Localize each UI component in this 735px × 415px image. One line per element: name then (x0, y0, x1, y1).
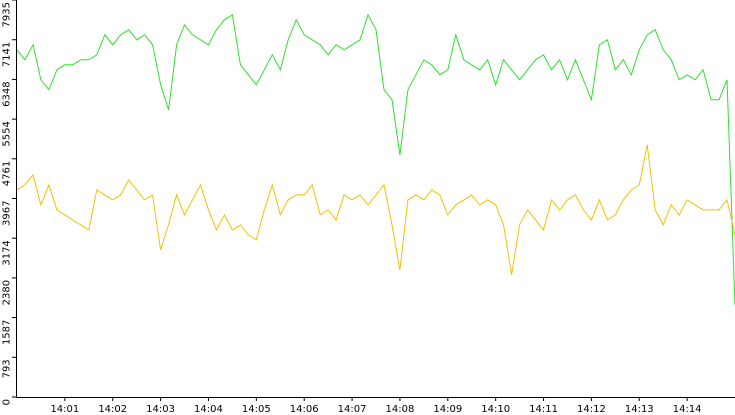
x-tick-label: 14:05 (242, 404, 271, 415)
x-tick-label: 14:13 (625, 404, 654, 415)
y-tick-label: 2380 (1, 280, 12, 305)
x-tick-label: 14:01 (50, 404, 79, 415)
x-tick-label: 14:12 (577, 404, 606, 415)
y-tick-label: 5554 (1, 121, 12, 146)
y-tick-label: 7141 (1, 42, 12, 67)
y-tick-label: 4761 (1, 161, 12, 186)
x-tick-label: 14:02 (98, 404, 127, 415)
y-tick-label: 3174 (1, 240, 12, 265)
x-tick-label: 14:04 (194, 404, 223, 415)
x-tick-label: 14:14 (673, 404, 702, 415)
x-tick-label: 14:11 (529, 404, 558, 415)
series-line (16, 144, 735, 275)
y-tick-label: 1587 (1, 320, 12, 345)
x-tick-label: 14:10 (481, 404, 510, 415)
y-tick-label: 6348 (1, 81, 12, 106)
x-tick-label: 14:08 (386, 404, 415, 415)
x-tick-label: 14:07 (338, 404, 367, 415)
x-tick-label: 14:06 (290, 404, 319, 415)
y-tick-label: 3967 (1, 201, 12, 226)
x-tick-label: 14:03 (146, 404, 175, 415)
x-tick-label: 14:09 (433, 404, 462, 415)
y-tick-label: 7935 (1, 2, 12, 27)
y-tick-label: 793 (1, 359, 12, 378)
series-line (16, 13, 735, 305)
y-tick-label: 0 (1, 399, 12, 405)
